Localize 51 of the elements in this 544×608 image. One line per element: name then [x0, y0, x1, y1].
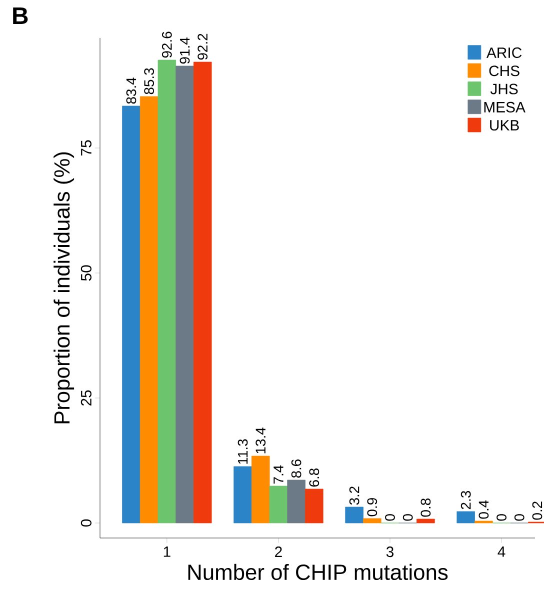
data-label: 92.2 [198, 34, 208, 60]
legend-label: JHS [490, 84, 518, 94]
data-label: 91.4 [180, 38, 190, 64]
bar [474, 520, 493, 524]
data-label: 3.2 [349, 486, 360, 505]
bar [416, 518, 435, 524]
bar [176, 66, 194, 524]
y-axis-title: Proportion of individuals (%) [54, 152, 74, 424]
bar [193, 62, 212, 524]
data-label: 13.4 [256, 428, 266, 454]
data-label: 7.4 [274, 465, 284, 484]
data-label: 0.8 [420, 498, 431, 517]
bar [345, 506, 364, 524]
data-label: 0 [402, 514, 413, 521]
data-label: 6.8 [309, 468, 320, 487]
x-tick-label: 1 [164, 546, 170, 557]
bar [158, 60, 176, 524]
bar [305, 488, 324, 524]
data-label: 0 [385, 514, 395, 521]
legend-label: CHS [489, 66, 520, 76]
bar [122, 106, 140, 524]
data-label: 0 [514, 514, 524, 521]
data-label: 85.3 [144, 68, 154, 94]
y-tick-label: 75 [81, 140, 92, 156]
y-tick-label: 50 [80, 265, 92, 281]
legend-label: UKB [490, 120, 519, 131]
x-tick-label: 2 [275, 546, 282, 557]
data-label: 2.3 [460, 491, 471, 510]
data-label: 0 [496, 514, 506, 521]
legend-label: MESA [484, 102, 526, 112]
x-tick-label: 4 [498, 546, 506, 557]
data-label: 0.9 [367, 498, 378, 516]
y-tick-label: 25 [80, 390, 92, 406]
legend-label: ARIC [486, 47, 522, 58]
x-tick-label: 3 [386, 546, 394, 558]
y-tick-label: 0 [80, 519, 92, 527]
bar [251, 456, 270, 524]
data-label: 92.6 [162, 32, 172, 58]
bar [363, 518, 382, 524]
x-axis-title: Number of CHIP mutations [188, 564, 448, 580]
bar [140, 96, 158, 524]
data-label: 83.4 [126, 78, 136, 104]
data-label: 8.6 [291, 460, 302, 478]
bar [234, 466, 252, 524]
data-label: 11.3 [238, 439, 248, 464]
bar [456, 511, 475, 524]
bar [287, 480, 306, 524]
data-label: 0.2 [532, 502, 542, 520]
bar [269, 486, 288, 524]
data-label: 0.4 [478, 500, 489, 519]
text: B [13, 8, 28, 24]
